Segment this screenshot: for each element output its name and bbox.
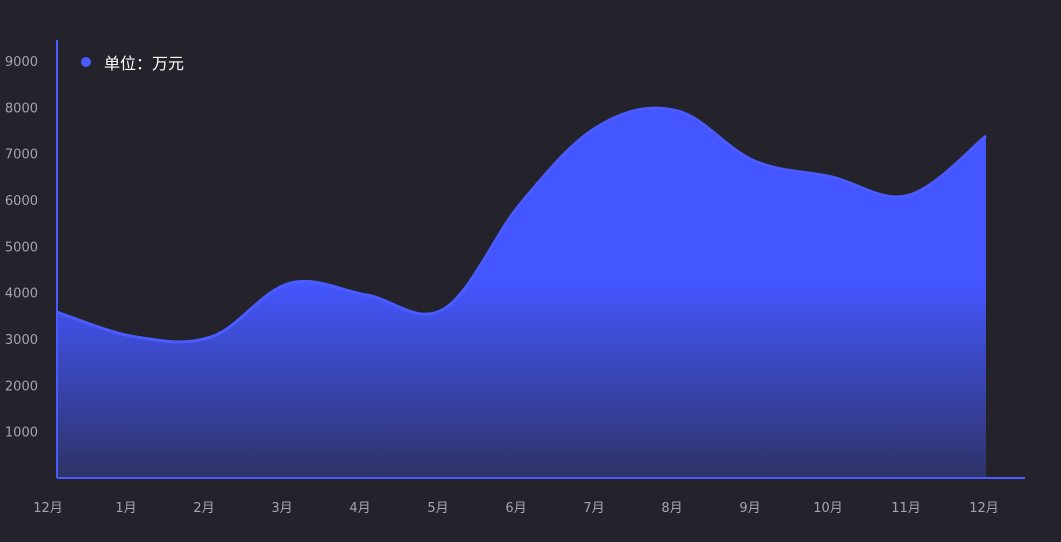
x-tick-label: 1月 (115, 501, 136, 516)
legend-label: 单位：万元 (104, 54, 185, 73)
x-tick-label: 8月 (661, 501, 682, 516)
series-area (57, 108, 986, 478)
x-tick-label: 9月 (739, 501, 760, 516)
axis-layer (56, 40, 1025, 479)
y-tick-label: 5000 (5, 240, 38, 255)
x-tick-label: 10月 (813, 501, 843, 516)
x-tick-label: 7月 (583, 501, 604, 516)
y-tick-label: 3000 (5, 333, 38, 348)
y-tick-label: 6000 (5, 194, 38, 209)
x-tick-label: 12月 (33, 501, 63, 516)
y-tick-label: 9000 (5, 55, 38, 70)
x-tick-label: 6月 (505, 501, 526, 516)
x-tick-label: 11月 (891, 501, 921, 516)
x-axis-ticks: 12月 1月 2月 3月 4月 5月 6月 7月 8月 9月 10月 11月 12月 (33, 501, 999, 516)
x-tick-label: 12月 (969, 501, 999, 516)
legend-marker (81, 57, 91, 67)
area-layer (56, 106, 987, 478)
y-tick-label: 1000 (5, 426, 38, 441)
y-tick-label: 8000 (5, 101, 38, 116)
x-tick-label: 3月 (271, 501, 292, 516)
legend: 单位：万元 (81, 50, 184, 74)
x-tick-label: 2月 (193, 501, 214, 516)
y-tick-label: 7000 (5, 148, 38, 163)
y-tick-label: 4000 (5, 287, 38, 302)
y-tick-label: 2000 (5, 379, 38, 394)
y-axis-ticks: 1000 2000 3000 4000 5000 6000 7000 8000 9000 (5, 55, 38, 441)
x-tick-label: 5月 (427, 501, 448, 516)
x-tick-label: 4月 (349, 501, 370, 516)
series-line (56, 106, 987, 344)
